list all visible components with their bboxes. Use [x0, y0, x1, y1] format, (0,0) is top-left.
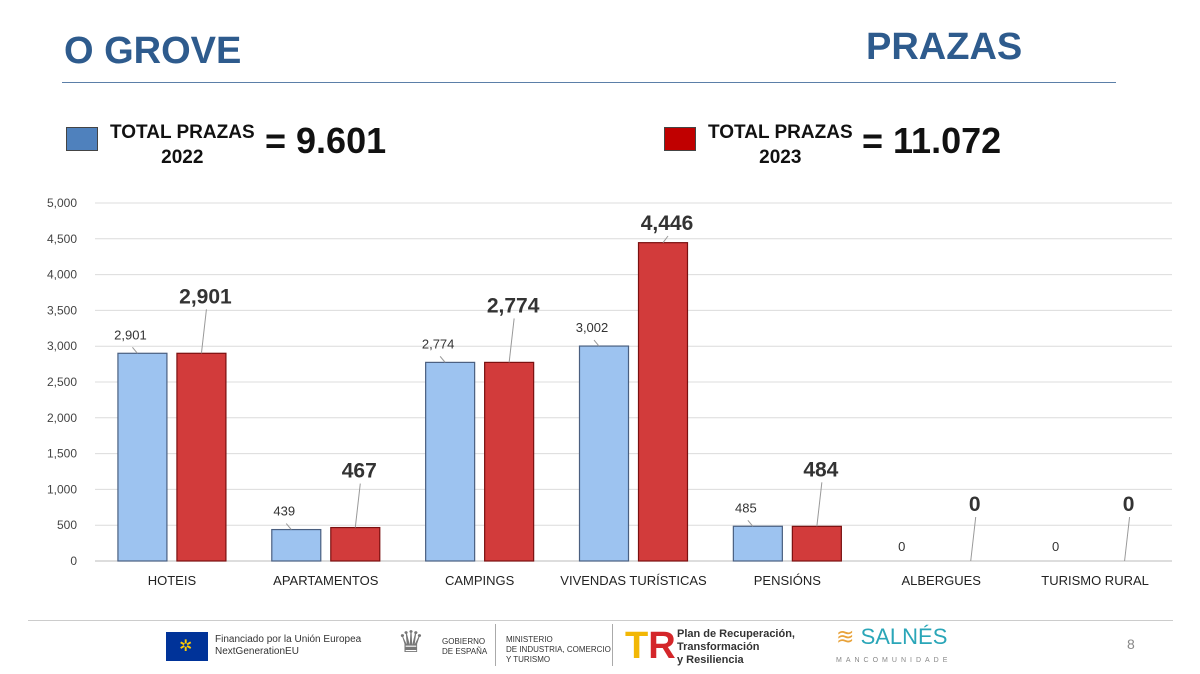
legend-label-year: 2022 [161, 147, 204, 168]
data-label-2022: 3,002 [576, 320, 609, 335]
x-category-label: VIVENDAS TURÍSTICAS [560, 573, 707, 588]
bar-2022 [425, 361, 476, 562]
data-label-2022: 0 [1052, 539, 1059, 554]
recovery-plan-logo-icon: TR [625, 625, 676, 667]
y-tick-label: 1,000 [47, 482, 77, 496]
bar-chart: 0 500 1,000 1,500 2,000 2,500 3,000 3,500 4,000 4… [47, 196, 1172, 588]
gobierno-text: GOBIERNO DE ESPAÑA [442, 637, 487, 657]
salnes-fan-icon: ≋ [836, 624, 855, 649]
data-label-2023: 484 [803, 458, 838, 481]
y-tick-label: 500 [57, 518, 77, 532]
bar-2022 [117, 352, 168, 562]
legend-label-line: TOTAL PRAZAS [708, 122, 853, 143]
gob-line1: GOBIERNO [442, 637, 486, 646]
leader-line [132, 346, 138, 354]
footer-divider [28, 620, 1173, 621]
leader-line [285, 523, 292, 530]
legend-label-year: 2023 [759, 147, 802, 168]
legend-label-2022: TOTAL PRAZAS 2022 [110, 120, 255, 170]
leader-line [200, 309, 207, 354]
y-tick-label: 5,000 [47, 196, 77, 210]
data-label-2023: 0 [969, 493, 981, 516]
x-category-label: PENSIÓNS [754, 573, 822, 588]
y-tick-label: 3,500 [47, 303, 77, 317]
legend-label-line: TOTAL PRAZAS [110, 122, 255, 143]
legend-label-2023: TOTAL PRAZAS 2023 [708, 120, 853, 170]
page-number: 8 [1127, 636, 1135, 652]
leader-line [662, 235, 669, 243]
mancomunidade-text: MANCOMUNIDADE [836, 657, 952, 664]
bar-2022 [578, 345, 630, 562]
y-tick-label: 0 [70, 554, 77, 568]
data-label-2023: 2,774 [487, 294, 540, 317]
plan-line1: Plan de Recuperación, [677, 628, 795, 640]
min-line1: MINISTERIO [506, 635, 553, 644]
eu-line1: Financiado por la Unión Europea [215, 634, 362, 645]
ministerio-text: MINISTERIO DE INDUSTRIA, COMERCIO Y TURISM… [506, 635, 611, 665]
salnes-name: SALNÉS [860, 624, 948, 649]
eu-line2: NextGenerationEU [215, 646, 299, 657]
legend-swatch-2022 [66, 127, 98, 151]
leader-line [593, 339, 600, 347]
x-category-label: HOTEIS [148, 573, 197, 588]
bar-2023 [330, 526, 381, 562]
leader-line [816, 482, 823, 527]
plan-line3: y Resiliencia [677, 654, 744, 666]
x-category-label: APARTAMENTOS [273, 573, 379, 588]
y-tick-label: 4,500 [47, 232, 77, 246]
y-tick-label: 2,000 [47, 411, 77, 425]
leader-line [508, 318, 515, 363]
total-2023: = 11.072 [862, 120, 1002, 161]
total-2022: = 9.601 [265, 120, 387, 161]
leader-line [1124, 516, 1131, 562]
data-label-2023: 4,446 [641, 212, 694, 235]
leader-line [354, 483, 361, 528]
gob-line2: DE ESPAÑA [442, 647, 488, 656]
min-line3: Y TURISMO [506, 655, 551, 664]
y-tick-label: 3,000 [47, 339, 77, 353]
x-category-label: TURISMO RURAL [1041, 573, 1149, 588]
salnes-logo: ≋ SALNÉS [836, 624, 947, 650]
data-label-2022: 2,901 [114, 327, 147, 342]
data-label-2023: 0 [1123, 493, 1135, 516]
x-category-label: ALBERGUES [901, 573, 981, 588]
data-label-2022: 485 [735, 500, 757, 515]
footer-separator [612, 624, 613, 666]
spain-coat-of-arms-icon: ♛ [397, 626, 425, 659]
footer-separator [495, 624, 496, 666]
bar-2023 [484, 361, 535, 562]
title-divider [62, 82, 1116, 83]
eu-flag-icon: ✲ [166, 632, 208, 661]
bar-2023 [637, 242, 689, 562]
bar-2023 [176, 352, 227, 562]
data-label-2022: 0 [898, 539, 905, 554]
recovery-plan-text: Plan de Recuperación, Transformación y Res… [677, 628, 795, 667]
data-label-2022: 439 [273, 504, 295, 519]
bar-2022 [732, 525, 783, 562]
leader-line [747, 519, 754, 527]
y-tick-label: 2,500 [47, 375, 77, 389]
plan-line2: Transformación [677, 641, 760, 653]
data-label-2022: 2,774 [422, 336, 455, 351]
bar-2022 [271, 528, 322, 562]
bar-2023 [791, 525, 842, 562]
x-category-label: CAMPINGS [445, 573, 515, 588]
y-tick-label: 4,000 [47, 268, 77, 282]
data-label-2023: 2,901 [179, 285, 232, 308]
legend-swatch-2023 [664, 127, 696, 151]
data-label-2023: 467 [342, 460, 377, 483]
min-line2: DE INDUSTRIA, COMERCIO [506, 645, 611, 654]
leader-line [439, 356, 446, 363]
eu-funding-text: Financiado por la Unión Europea NextGener… [215, 634, 361, 658]
y-tick-label: 1,500 [47, 447, 77, 461]
section-title: PRAZAS [866, 26, 1023, 68]
page-title: O GROVE [64, 30, 242, 72]
leader-line [970, 516, 977, 562]
